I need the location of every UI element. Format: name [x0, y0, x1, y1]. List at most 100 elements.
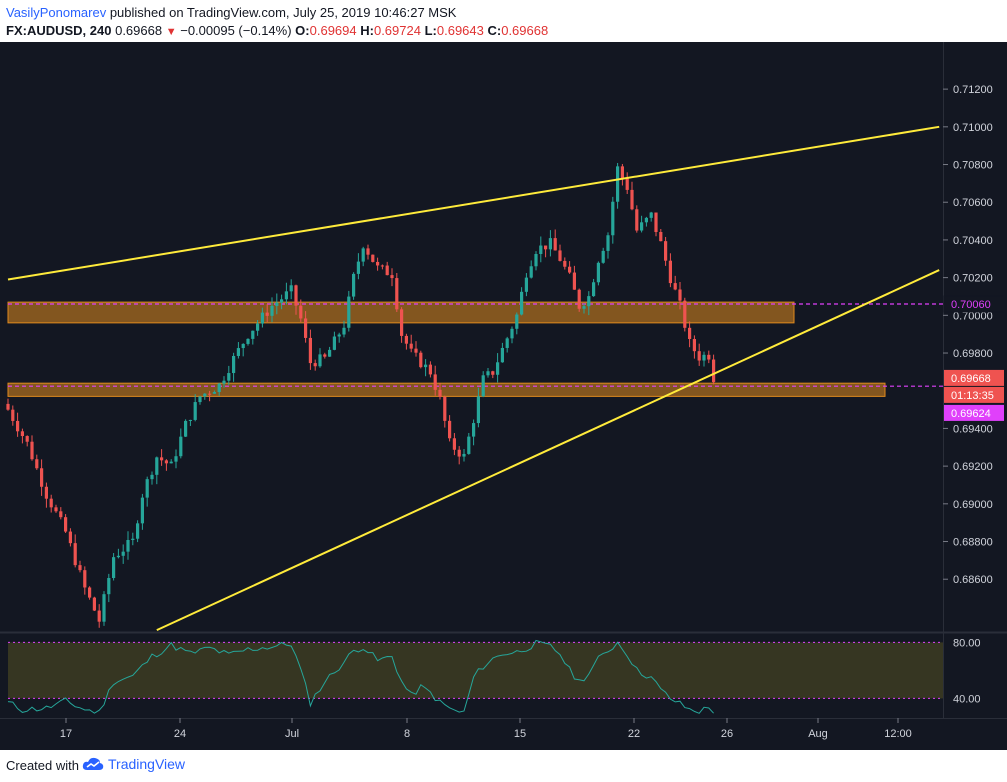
candle-body — [73, 543, 77, 566]
candle-body — [361, 248, 365, 262]
candle-body — [688, 327, 692, 340]
candle-body — [472, 423, 476, 437]
candle-body — [44, 486, 48, 499]
candle-body — [97, 610, 101, 622]
candle-body — [308, 337, 312, 364]
candle-body — [606, 235, 610, 251]
candle-body — [35, 459, 39, 469]
candle-body — [275, 302, 279, 306]
candle-body — [270, 305, 274, 316]
price-label-text: 01:13:35 — [951, 390, 994, 402]
candle-body — [332, 336, 336, 350]
open-value: 0.69694 — [309, 23, 357, 38]
candle-body — [294, 285, 298, 306]
footer: Created with TradingView — [0, 750, 1007, 782]
candle-body — [649, 212, 653, 218]
candle-body — [49, 498, 53, 508]
rsi-tick-label: 40.00 — [953, 693, 981, 705]
candle-body — [476, 396, 480, 424]
time-tick-label: Aug — [808, 728, 828, 740]
price-tick-label: 0.69000 — [953, 499, 993, 511]
candle-body — [313, 363, 317, 367]
rsi-band — [8, 642, 943, 699]
author-link[interactable]: VasilyPonomarev — [6, 5, 107, 20]
candle-body — [198, 396, 202, 403]
time-tick-label: 24 — [174, 728, 186, 740]
candle-body — [376, 261, 380, 266]
price-label-text: 0.70060 — [951, 299, 991, 311]
candle-body — [131, 538, 135, 540]
candle-body — [347, 296, 351, 328]
candle-body — [625, 178, 629, 190]
candle-body — [356, 261, 360, 274]
tradingview-logo[interactable]: TradingView — [82, 756, 185, 772]
candle-body — [174, 456, 178, 462]
candle-body — [544, 245, 548, 250]
price-label-text: 0.69668 — [951, 373, 991, 385]
candle-body — [136, 523, 140, 539]
candle-body — [150, 474, 154, 480]
candle-body — [630, 189, 634, 210]
candle-body — [563, 260, 567, 267]
main-pane[interactable] — [6, 125, 943, 632]
candle-body — [260, 312, 264, 324]
candle-body — [558, 250, 562, 261]
candle-body — [616, 166, 620, 202]
time-tick-label: 15 — [514, 728, 526, 740]
candle-body — [659, 232, 663, 242]
candle-body — [385, 265, 389, 276]
high-label: H: — [360, 23, 374, 38]
candle-body — [395, 278, 399, 310]
candle-body — [673, 283, 677, 290]
candle-body — [121, 551, 125, 556]
candle-body — [539, 245, 543, 255]
rsi-pane[interactable] — [7, 639, 943, 714]
symbol-label[interactable]: FX:AUDUSD, 240 — [6, 23, 112, 38]
candle-body — [448, 420, 452, 439]
candle-body — [505, 338, 509, 348]
candle-body — [577, 289, 581, 309]
candle-body — [222, 380, 226, 384]
axes: 0.71200 0.71000 0.70800 0.70600 0.70400 0.702… — [0, 42, 1007, 740]
candle-body — [145, 479, 149, 498]
price-tick-label: 0.68800 — [953, 537, 993, 549]
price-tick-label: 0.70800 — [953, 160, 993, 172]
candle-body — [524, 277, 528, 292]
candle-body — [462, 453, 466, 457]
candle-body — [212, 392, 216, 394]
candle-body — [169, 461, 173, 464]
trendline — [7, 125, 940, 281]
candle-body — [203, 393, 207, 397]
candle-body — [112, 557, 116, 579]
candle-body — [491, 371, 495, 375]
time-tick-label: 17 — [60, 728, 72, 740]
candle-body — [601, 250, 605, 263]
symbol-line: FX:AUDUSD, 240 0.69668 ▼ −0.00095 (−0.14… — [6, 23, 548, 38]
candle-body — [246, 338, 250, 344]
candle-body — [164, 460, 168, 464]
candle-body — [25, 436, 29, 442]
created-with-text: Created with — [6, 758, 79, 773]
candle-body — [692, 339, 696, 352]
candle-body — [486, 371, 490, 376]
candle-body — [323, 354, 327, 357]
candle-body — [409, 343, 413, 349]
candle-body — [78, 565, 82, 571]
low-value: 0.69643 — [436, 23, 484, 38]
time-tick-label: 8 — [404, 728, 410, 740]
publish-line: VasilyPonomarev published on TradingView… — [6, 5, 456, 20]
candle-body — [16, 420, 20, 432]
candle-body — [678, 289, 682, 301]
price-chart[interactable]: 0.71200 0.71000 0.70800 0.70600 0.70400 0.702… — [0, 42, 1007, 750]
candle-body — [236, 348, 240, 356]
close-label: C: — [487, 23, 502, 38]
price-tick-label: 0.68600 — [953, 574, 993, 586]
candle-body — [107, 578, 111, 595]
candle-body — [160, 457, 164, 461]
candle-body — [140, 497, 144, 524]
rsi-tick-label: 80.00 — [953, 637, 981, 649]
candle-body — [217, 383, 221, 393]
candle-body — [500, 347, 504, 363]
time-tick-label: 22 — [628, 728, 640, 740]
price-tick-label: 0.70600 — [953, 197, 993, 209]
